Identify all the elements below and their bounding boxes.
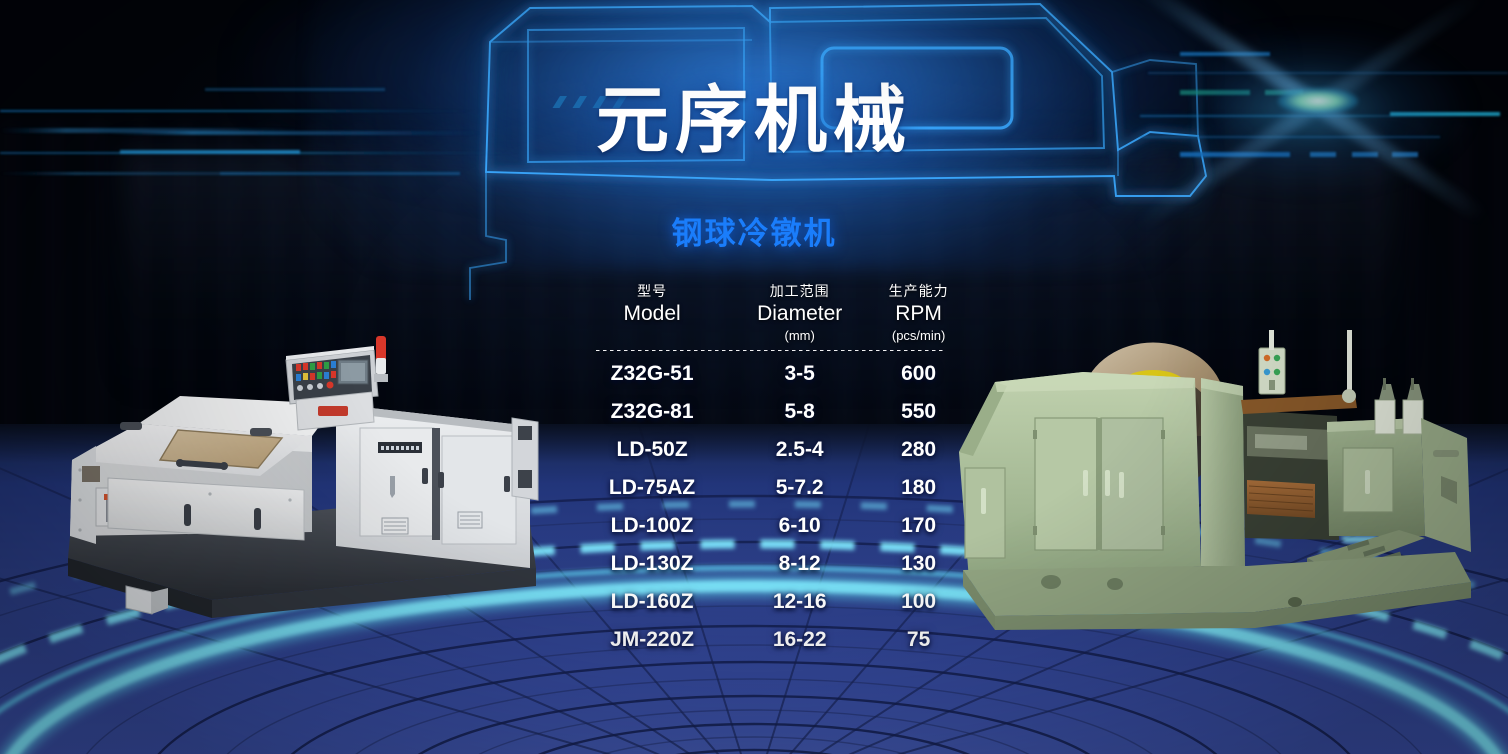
cell-model: Z32G-51 [610, 362, 694, 385]
cell-model: Z32G-81 [610, 400, 694, 423]
title-glow-secondary [250, 0, 1270, 200]
header-en-model: Model [623, 302, 681, 325]
spec-header-unit-row: (mm) (pcs/min) [566, 327, 976, 344]
cell-rpm: 280 [901, 438, 937, 461]
cell-diameter: 6-10 [778, 514, 821, 537]
cell-diameter: 16-22 [772, 628, 827, 651]
table-row: LD-75AZ 5-7.2 180 [566, 469, 976, 507]
table-row: JM-220Z 16-22 75 [566, 621, 976, 659]
spec-table-grid: 型号 加工范围 生产能力 Model Diameter RPM (mm) (pc… [566, 282, 976, 659]
cell-rpm: 550 [901, 400, 937, 423]
table-row: LD-50Z 2.5-4 280 [566, 431, 976, 469]
left-machine-image [60, 300, 540, 640]
table-row: LD-100Z 6-10 170 [566, 507, 976, 545]
cell-model: LD-100Z [610, 514, 694, 537]
header-en-rpm: RPM [895, 302, 942, 325]
spec-table-body: Z32G-51 3-5 600 Z32G-81 5-8 550 LD-50Z 2.5-4 280… [566, 355, 976, 659]
cell-diameter: 8-12 [778, 552, 821, 575]
cell-rpm: 100 [901, 590, 937, 613]
cell-model: LD-160Z [610, 590, 694, 613]
header-unit-model [566, 327, 738, 344]
cell-rpm: 170 [901, 514, 937, 537]
right-machine-image [955, 330, 1508, 650]
header-unit-diameter: (mm) [784, 328, 815, 343]
header-unit-rpm: (pcs/min) [891, 328, 946, 343]
table-row: LD-160Z 12-16 100 [566, 583, 976, 621]
spec-divider-cell [566, 344, 976, 355]
cell-diameter: 2.5-4 [775, 438, 824, 461]
cell-model: LD-130Z [610, 552, 694, 575]
cell-rpm: 75 [906, 628, 931, 651]
table-row: Z32G-51 3-5 600 [566, 355, 976, 393]
spec-table: 型号 加工范围 生产能力 Model Diameter RPM (mm) (pc… [566, 282, 976, 659]
cell-model: LD-50Z [616, 438, 688, 461]
cell-model: LD-75AZ [608, 476, 696, 499]
table-row: LD-130Z 8-12 130 [566, 545, 976, 583]
spec-divider-row [566, 344, 976, 355]
cell-model: JM-220Z [610, 628, 695, 651]
dashed-divider [596, 350, 946, 351]
cell-rpm: 180 [901, 476, 937, 499]
spec-header-cn-row: 型号 加工范围 生产能力 [566, 282, 976, 301]
page-title: 元序机械 [596, 80, 912, 161]
spec-table-head: 型号 加工范围 生产能力 Model Diameter RPM (mm) (pc… [566, 282, 976, 355]
table-row: Z32G-81 5-8 550 [566, 393, 976, 431]
wireframe-machine-outline [0, 0, 1508, 360]
lens-flare [1131, 0, 1508, 235]
spec-header-en-row: Model Diameter RPM [566, 301, 976, 327]
cell-diameter: 5-7.2 [775, 476, 824, 499]
header-en-diameter: Diameter [757, 302, 843, 325]
header-cn-diameter: 加工范围 [769, 283, 830, 299]
cell-rpm: 600 [901, 362, 937, 385]
product-subtitle: 钢球冷镦机 [671, 216, 837, 251]
header-cn-rpm: 生产能力 [888, 283, 949, 299]
cell-diameter: 3-5 [784, 362, 815, 385]
cell-rpm: 130 [901, 552, 937, 575]
cell-diameter: 5-8 [784, 400, 815, 423]
header-cn-model: 型号 [637, 283, 668, 299]
cell-diameter: 12-16 [772, 590, 827, 613]
